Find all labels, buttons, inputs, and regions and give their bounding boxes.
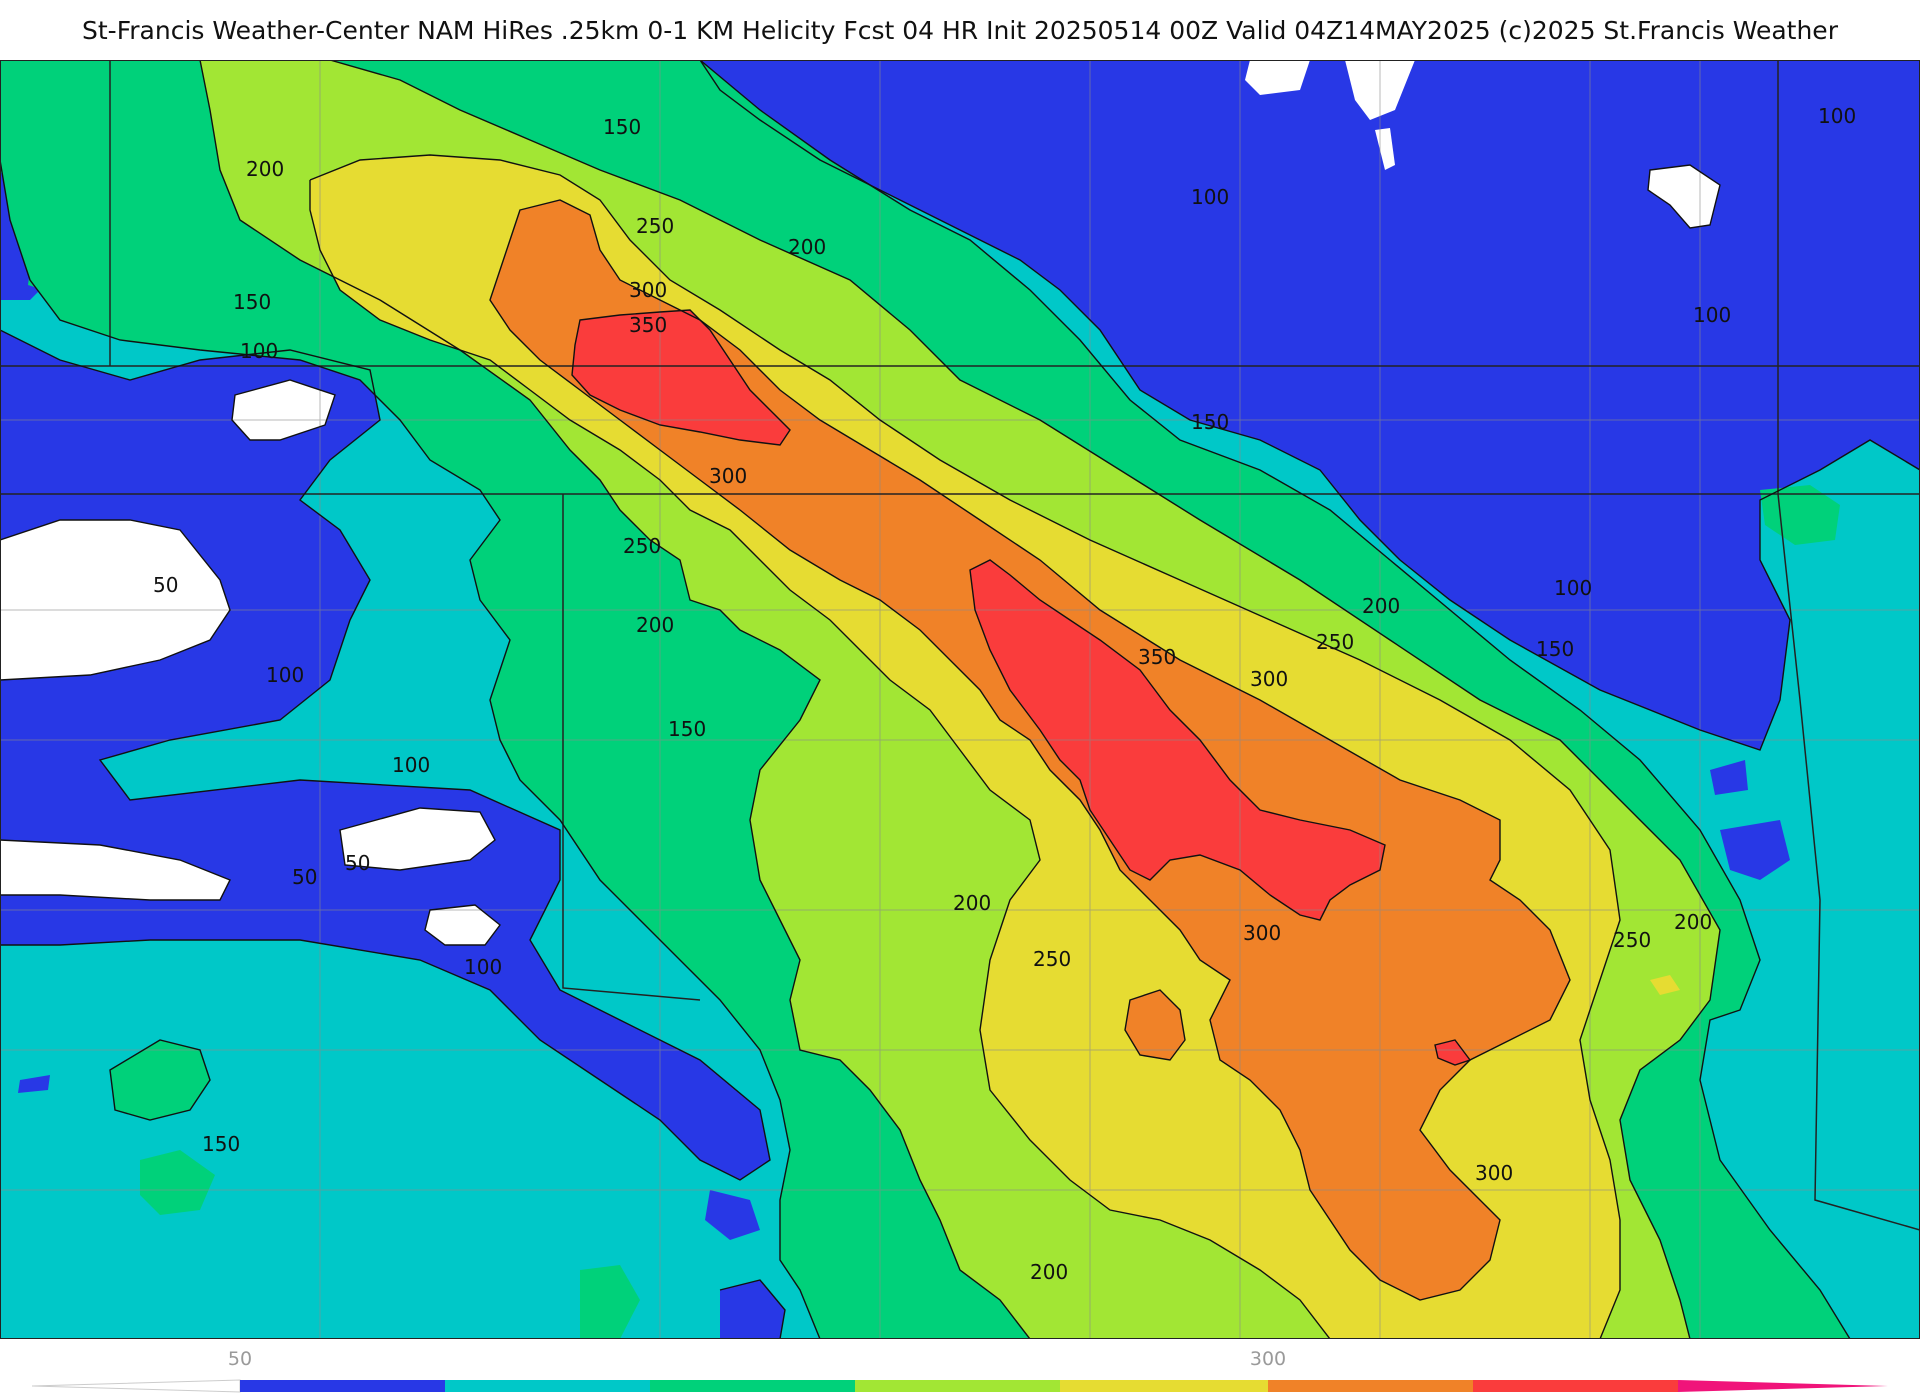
contour-label-300-s: 300	[1243, 921, 1281, 945]
contour-label-150-sw: 150	[202, 1132, 240, 1156]
colorbar-segment-150-200	[650, 1380, 855, 1392]
colorbar-segment-300-350	[1268, 1380, 1473, 1392]
header: St-Francis Weather-Center NAM HiRes .25k…	[0, 0, 1920, 60]
colorbar-segment-200-250	[855, 1380, 1060, 1392]
contour-label-200-n: 200	[788, 235, 826, 259]
contour-label-300-c: 300	[709, 464, 747, 488]
contour-label-150-e: 150	[1536, 637, 1574, 661]
contour-label-250-e: 250	[1316, 630, 1354, 654]
contour-label-350-s: 350	[1138, 645, 1176, 669]
contour-label-150-ne: 150	[1191, 410, 1229, 434]
county-lines	[0, 60, 1920, 1339]
colorbar-segment-100-150	[445, 1380, 650, 1392]
contour-label-200-e: 200	[1362, 594, 1400, 618]
contour-label-100-e: 100	[1693, 303, 1731, 327]
field-300-350	[490, 200, 1570, 1300]
field-lt-50	[0, 60, 1720, 945]
contour-label-200-c: 200	[636, 613, 674, 637]
contour-label-100-se: 100	[1554, 576, 1592, 600]
contour-label-100-ss: 100	[464, 955, 502, 979]
contour-label-150-nw: 150	[603, 115, 641, 139]
contour-label-50-w: 50	[153, 573, 178, 597]
contour-label-300-n: 300	[629, 278, 667, 302]
colorbar-segment-350-400	[1473, 1380, 1678, 1392]
contour-label-100-s: 100	[392, 753, 430, 777]
contour-label-100-n: 100	[1191, 185, 1229, 209]
contour-label-100-w: 100	[240, 339, 278, 363]
contour-label-50-sw: 50	[345, 851, 370, 875]
colorbar-segment-250-300	[1060, 1380, 1268, 1392]
contour-label-300-ss: 300	[1475, 1161, 1513, 1185]
contour-label-250-s: 250	[1033, 947, 1071, 971]
colorbar-label-300: 300	[1250, 1348, 1286, 1370]
colorbar-segment-gt-400	[1678, 1380, 1888, 1392]
contour-label-150-c: 150	[668, 717, 706, 741]
contour-labels: 150 200 250 300 350 200 150 100 100 100 …	[153, 104, 1856, 1284]
colorbar: 50 300	[31, 1348, 1888, 1393]
contour-label-200-nw: 200	[246, 157, 284, 181]
colorbar-segment-lt-50	[31, 1379, 241, 1393]
colorbar-label-50: 50	[228, 1348, 252, 1370]
contour-lines	[0, 60, 1920, 1339]
contour-label-350-n: 350	[629, 313, 667, 337]
contour-label-100-sw: 100	[266, 663, 304, 687]
contour-label-250-se: 250	[1613, 928, 1651, 952]
contour-label-200-s: 200	[953, 891, 991, 915]
contour-label-250-n: 250	[636, 214, 674, 238]
contour-label-50-s: 50	[292, 865, 317, 889]
contour-label-250-c: 250	[623, 534, 661, 558]
contour-label-100-ne: 100	[1818, 104, 1856, 128]
contour-label-200-se: 200	[1674, 910, 1712, 934]
contour-label-300-e: 300	[1250, 667, 1288, 691]
helicity-map: 150 200 250 300 350 200 150 100 100 100 …	[0, 60, 1920, 1339]
contour-label-200-ss: 200	[1030, 1260, 1068, 1284]
contour-label-150-w: 150	[233, 290, 271, 314]
map-title: St-Francis Weather-Center NAM HiRes .25k…	[82, 16, 1838, 45]
colorbar-segment-50-100	[240, 1380, 445, 1392]
